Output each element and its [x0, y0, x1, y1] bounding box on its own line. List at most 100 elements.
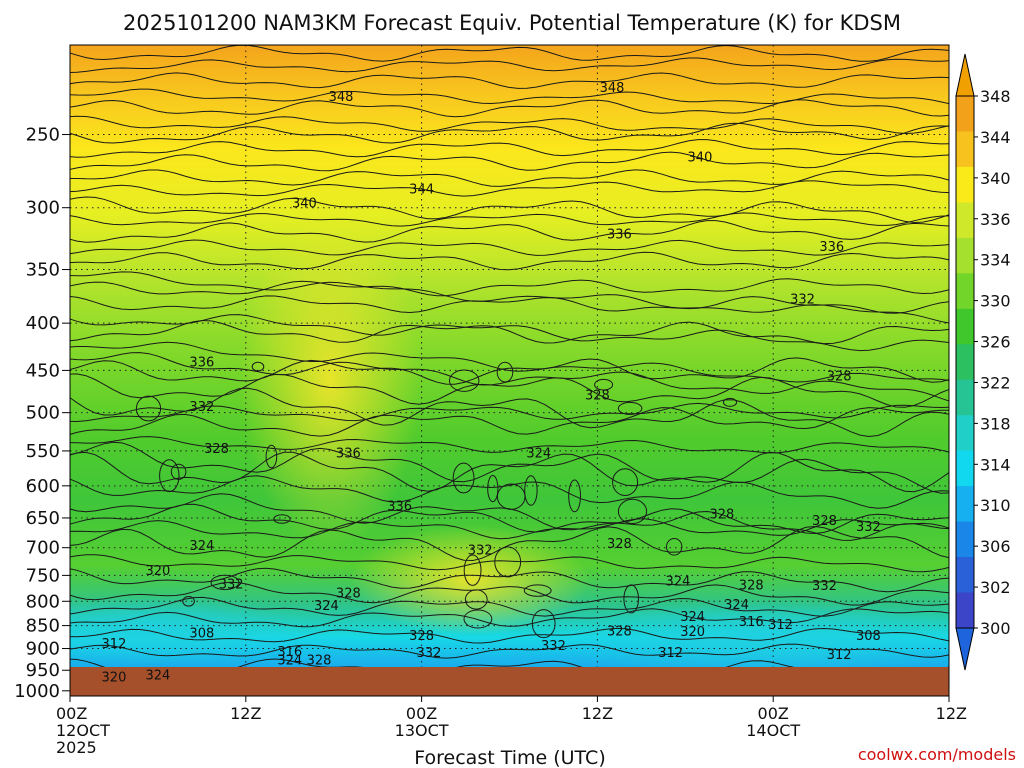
contour-line	[70, 503, 949, 535]
contour-label: 320	[680, 625, 705, 640]
y-tick-label: 900	[26, 639, 60, 660]
colorbar-swatch	[956, 450, 974, 487]
colorbar-label: 340	[980, 169, 1011, 188]
contour-ring	[494, 546, 522, 578]
contour-ring	[487, 475, 499, 503]
contour-label: 332	[812, 579, 837, 594]
contour-label: 308	[189, 627, 214, 642]
contour-line	[70, 139, 949, 158]
colorbar: 348 344 340 336 334 330 326 322 318 314 310 306 302 3…	[955, 53, 1011, 671]
contour-line	[70, 278, 949, 297]
contour-label: 328	[607, 537, 632, 552]
contour-ring	[617, 498, 648, 524]
contour-ring	[612, 468, 639, 497]
contour-line	[70, 239, 949, 256]
x-tick-label: 14OCT	[746, 721, 800, 740]
contour-ring	[463, 554, 482, 586]
contour-line	[70, 180, 949, 197]
contour-line	[70, 319, 949, 345]
contour-line	[70, 518, 949, 540]
contour-line	[70, 402, 949, 423]
colorbar-swatch	[956, 521, 974, 558]
contour-label: 336	[607, 228, 632, 243]
contour-line	[70, 352, 949, 402]
contour-label: 312	[102, 637, 127, 652]
contour-line	[70, 451, 949, 493]
contour-label: 324	[314, 599, 339, 614]
contour-label: 328	[204, 442, 229, 457]
cool-pool-left	[70, 595, 310, 665]
colorbar-swatch	[956, 308, 974, 345]
y-tick-label: 350	[26, 260, 60, 281]
contour-label: 332	[541, 639, 566, 654]
contour-line	[70, 99, 949, 118]
contour-ring	[265, 444, 278, 469]
contour-label: 312	[658, 646, 683, 661]
contour-line	[70, 341, 949, 383]
contour-label: 336	[189, 355, 214, 370]
contour-ring	[496, 483, 526, 510]
contour-line	[70, 441, 949, 494]
x-tick-label: 12Z	[936, 704, 967, 723]
contour-label: 316	[277, 645, 302, 660]
colorbar-swatch	[956, 344, 974, 381]
contour-ring	[531, 609, 556, 639]
colorbar-label: 344	[980, 128, 1011, 147]
contour-line	[70, 196, 949, 224]
colorbar-swatch	[956, 486, 974, 523]
colorbar-label: 318	[980, 414, 1011, 433]
contour-label: 328	[607, 624, 632, 639]
colorbar-frame	[955, 95, 975, 629]
contour-label: 328	[739, 578, 764, 593]
contour-ring	[496, 361, 514, 383]
contour-label: 348	[329, 90, 354, 105]
colorbar-label: 348	[980, 87, 1011, 106]
contour-ring	[523, 584, 552, 597]
contour-line	[70, 122, 949, 144]
contour-label: 324	[277, 654, 302, 669]
y-tick-label: 750	[26, 565, 60, 586]
contour-label: 324	[680, 610, 705, 625]
y-tick-label: 800	[26, 591, 60, 612]
x-tick-label: 00Z	[406, 704, 437, 723]
contour-line	[70, 407, 949, 437]
y-tick-label: 950	[26, 660, 60, 681]
contour-label: 332	[790, 292, 815, 307]
contour-line	[70, 643, 949, 659]
colorbar-label: 322	[980, 373, 1011, 392]
x-tick-label: 12OCT	[56, 721, 110, 740]
contour-label: 328	[585, 389, 610, 404]
contour-ring	[617, 401, 643, 415]
colorbar-swatch	[956, 131, 974, 168]
x-tick-label: 2025	[56, 738, 97, 757]
contour-line	[70, 151, 949, 172]
contour-line	[70, 220, 949, 243]
contour-label: 340	[292, 196, 317, 211]
colorbar-bottom-arrow	[955, 627, 975, 671]
contour-label: 348	[600, 81, 625, 96]
colorbar-swatch	[956, 202, 974, 239]
contour-label: 340	[688, 150, 713, 165]
colorbar-label: 300	[980, 619, 1011, 638]
colorbar-swatch	[956, 96, 974, 132]
contour-line	[70, 271, 949, 324]
chart-title: 2025101200 NAM3KM Forecast Equiv. Potent…	[123, 11, 901, 35]
colorbar-swatch	[956, 592, 974, 629]
y-tick-label: 300	[26, 198, 60, 219]
contour-ring	[594, 378, 614, 391]
warm-tongue-upper	[240, 210, 420, 550]
colorbar-label: 336	[980, 210, 1011, 229]
x-tick-label: 00Z	[758, 704, 789, 723]
contour-label: 328	[812, 514, 837, 529]
contour-label: 328	[307, 654, 332, 669]
contour-line	[70, 627, 949, 644]
contour-label: 328	[710, 508, 735, 523]
contour-line	[70, 581, 949, 606]
contour-label: 336	[819, 240, 844, 255]
y-tick-label: 250	[26, 125, 60, 146]
contour-line	[70, 554, 949, 573]
contour-ring	[722, 397, 738, 407]
